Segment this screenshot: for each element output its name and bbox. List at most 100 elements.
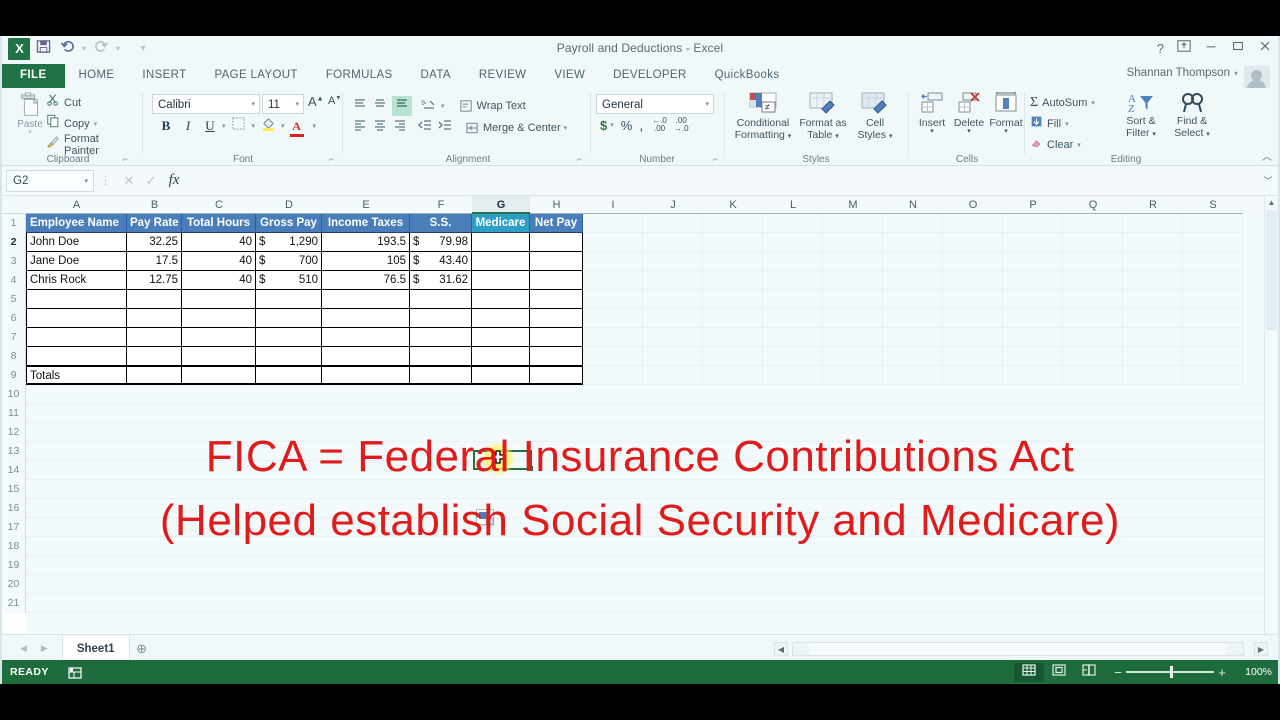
cell-d7[interactable] [256, 328, 322, 347]
cell-e4[interactable]: 76.5 [322, 271, 410, 290]
page-layout-view-icon[interactable] [1044, 663, 1074, 682]
cell-c8[interactable] [182, 347, 256, 366]
merge-center-button[interactable]: Merge & Center ▾ [465, 121, 567, 135]
percent-icon[interactable]: % [620, 117, 633, 133]
cell-c6[interactable] [182, 309, 256, 328]
cell-a8[interactable] [26, 347, 127, 366]
fill-button[interactable]: Fill ▾ [1030, 113, 1095, 134]
cell-f3[interactable]: $ 43.40 [410, 252, 472, 271]
cell-f7[interactable] [410, 328, 472, 347]
account-name[interactable]: Shannan Thompson ▾ [1127, 67, 1238, 79]
font-dialog-launcher-icon[interactable]: ⌐ [328, 154, 334, 164]
column-header-o[interactable]: O [943, 196, 1003, 214]
font-color-icon[interactable]: A [287, 119, 307, 137]
cell-h8[interactable] [530, 347, 583, 366]
row-header-16[interactable]: 16 [2, 499, 26, 518]
cell-h5[interactable] [530, 290, 583, 309]
cell-a7[interactable] [26, 328, 127, 347]
cell-d2[interactable]: $ 1,290 [256, 233, 322, 252]
next-sheet-icon[interactable]: ▶ [40, 643, 48, 653]
cell-a4[interactable]: Chris Rock [26, 271, 127, 290]
row-header-13[interactable]: 13 [2, 442, 26, 461]
column-header-p[interactable]: P [1003, 196, 1063, 214]
cell-b8[interactable] [127, 347, 182, 366]
grow-font-icon[interactable]: A▲ [308, 94, 324, 109]
cell-g9[interactable] [472, 366, 530, 385]
column-header-n[interactable]: N [883, 196, 943, 214]
cell-g6[interactable] [472, 309, 530, 328]
bold-button[interactable]: B [161, 118, 171, 133]
cell-h7[interactable] [530, 328, 583, 347]
align-left-icon[interactable] [352, 118, 368, 137]
cell-a9-totals-label[interactable]: Totals [26, 366, 127, 385]
hscroll-left-icon[interactable]: ◀ [774, 642, 788, 656]
cell-g3[interactable] [472, 252, 530, 271]
add-sheet-icon[interactable]: ⊕ [136, 640, 148, 656]
enter-icon[interactable]: ✓ [145, 172, 157, 188]
cell-h6[interactable] [530, 309, 583, 328]
name-box-caret-icon[interactable]: ▾ [84, 177, 88, 185]
column-header-s[interactable]: S [1183, 196, 1243, 214]
format-painter-button[interactable]: Format Painter [46, 133, 134, 157]
cell-f5[interactable] [410, 290, 472, 309]
currency-caret-icon[interactable]: ▾ [610, 122, 614, 129]
cell-e6[interactable] [322, 309, 410, 328]
find-select-button[interactable]: Find & Select ▾ [1166, 91, 1218, 141]
cancel-icon[interactable]: ✕ [123, 172, 135, 188]
previous-sheet-icon[interactable]: ◀ [20, 643, 27, 653]
normal-view-icon[interactable] [1014, 662, 1044, 682]
tab-developer[interactable]: DEVELOPER [613, 69, 687, 81]
number-format-caret-icon[interactable]: ▾ [705, 101, 709, 108]
restore-icon[interactable] [1231, 39, 1245, 58]
cell-c3[interactable]: 40 [182, 252, 256, 271]
font-family-value[interactable]: Calibri [158, 99, 191, 111]
column-header-m[interactable]: M [823, 196, 883, 214]
conditional-formatting-button[interactable]: ≠ Conditional Formatting ▾ [732, 91, 794, 143]
redo-dropdown-icon[interactable]: ▾ [115, 44, 120, 53]
underline-caret-icon[interactable]: ▾ [222, 123, 226, 130]
cell-e2[interactable]: 193.5 [322, 233, 410, 252]
row-header-20[interactable]: 20 [2, 575, 26, 594]
cell-d8[interactable] [256, 347, 322, 366]
zoom-in-icon[interactable]: + [1218, 664, 1226, 680]
column-header-i[interactable]: I [583, 196, 643, 214]
horizontal-scroll-thumb[interactable] [809, 643, 1227, 655]
increase-indent-icon[interactable] [437, 118, 453, 137]
cell-d9[interactable] [256, 366, 322, 385]
row-header-15[interactable]: 15 [2, 480, 26, 499]
cell-a3[interactable]: Jane Doe [26, 252, 127, 271]
undo-icon[interactable] [56, 38, 78, 60]
row-header-14[interactable]: 14 [2, 461, 26, 480]
cell-a5[interactable] [26, 290, 127, 309]
tab-review[interactable]: REVIEW [478, 69, 527, 81]
sort-filter-button[interactable]: A Z Sort & Filter ▾ [1116, 91, 1166, 141]
header-gross-pay[interactable]: Gross Pay [256, 214, 322, 233]
delete-cells-button[interactable]: Delete ▾ [950, 91, 988, 135]
header-total-hours[interactable]: Total Hours [182, 214, 256, 233]
cell-e3[interactable]: 105 [322, 252, 410, 271]
cell-c7[interactable] [182, 328, 256, 347]
column-header-k[interactable]: K [703, 196, 763, 214]
row-header-1[interactable]: 1 [2, 214, 26, 233]
minimize-icon[interactable] [1204, 39, 1218, 58]
cell-h4[interactable] [530, 271, 583, 290]
cell-f8[interactable] [410, 347, 472, 366]
orientation-caret-icon[interactable]: ▾ [441, 103, 445, 110]
zoom-out-icon[interactable]: − [1114, 664, 1122, 680]
cell-d3[interactable]: $ 700 [256, 252, 322, 271]
record-macro-icon[interactable] [67, 666, 83, 679]
clear-button[interactable]: Clear ▾ [1030, 134, 1095, 155]
cell-f6[interactable] [410, 309, 472, 328]
autosum-button[interactable]: Σ AutoSum ▾ [1030, 92, 1095, 113]
cell-e5[interactable] [322, 290, 410, 309]
expand-formula-bar-icon[interactable]: ﹀ [1263, 176, 1273, 186]
insert-cells-caret-icon[interactable]: ▾ [930, 128, 934, 135]
cell-b4[interactable]: 12.75 [127, 271, 182, 290]
font-size-caret-icon[interactable]: ▾ [295, 101, 299, 108]
font-size-value[interactable]: 11 [268, 99, 280, 111]
avatar[interactable] [1244, 66, 1270, 91]
insert-cells-button[interactable]: Insert ▾ [914, 91, 950, 135]
currency-icon[interactable]: $ [600, 117, 608, 133]
vertical-scroll-thumb[interactable] [1266, 210, 1277, 330]
column-header-l[interactable]: L [763, 196, 823, 214]
